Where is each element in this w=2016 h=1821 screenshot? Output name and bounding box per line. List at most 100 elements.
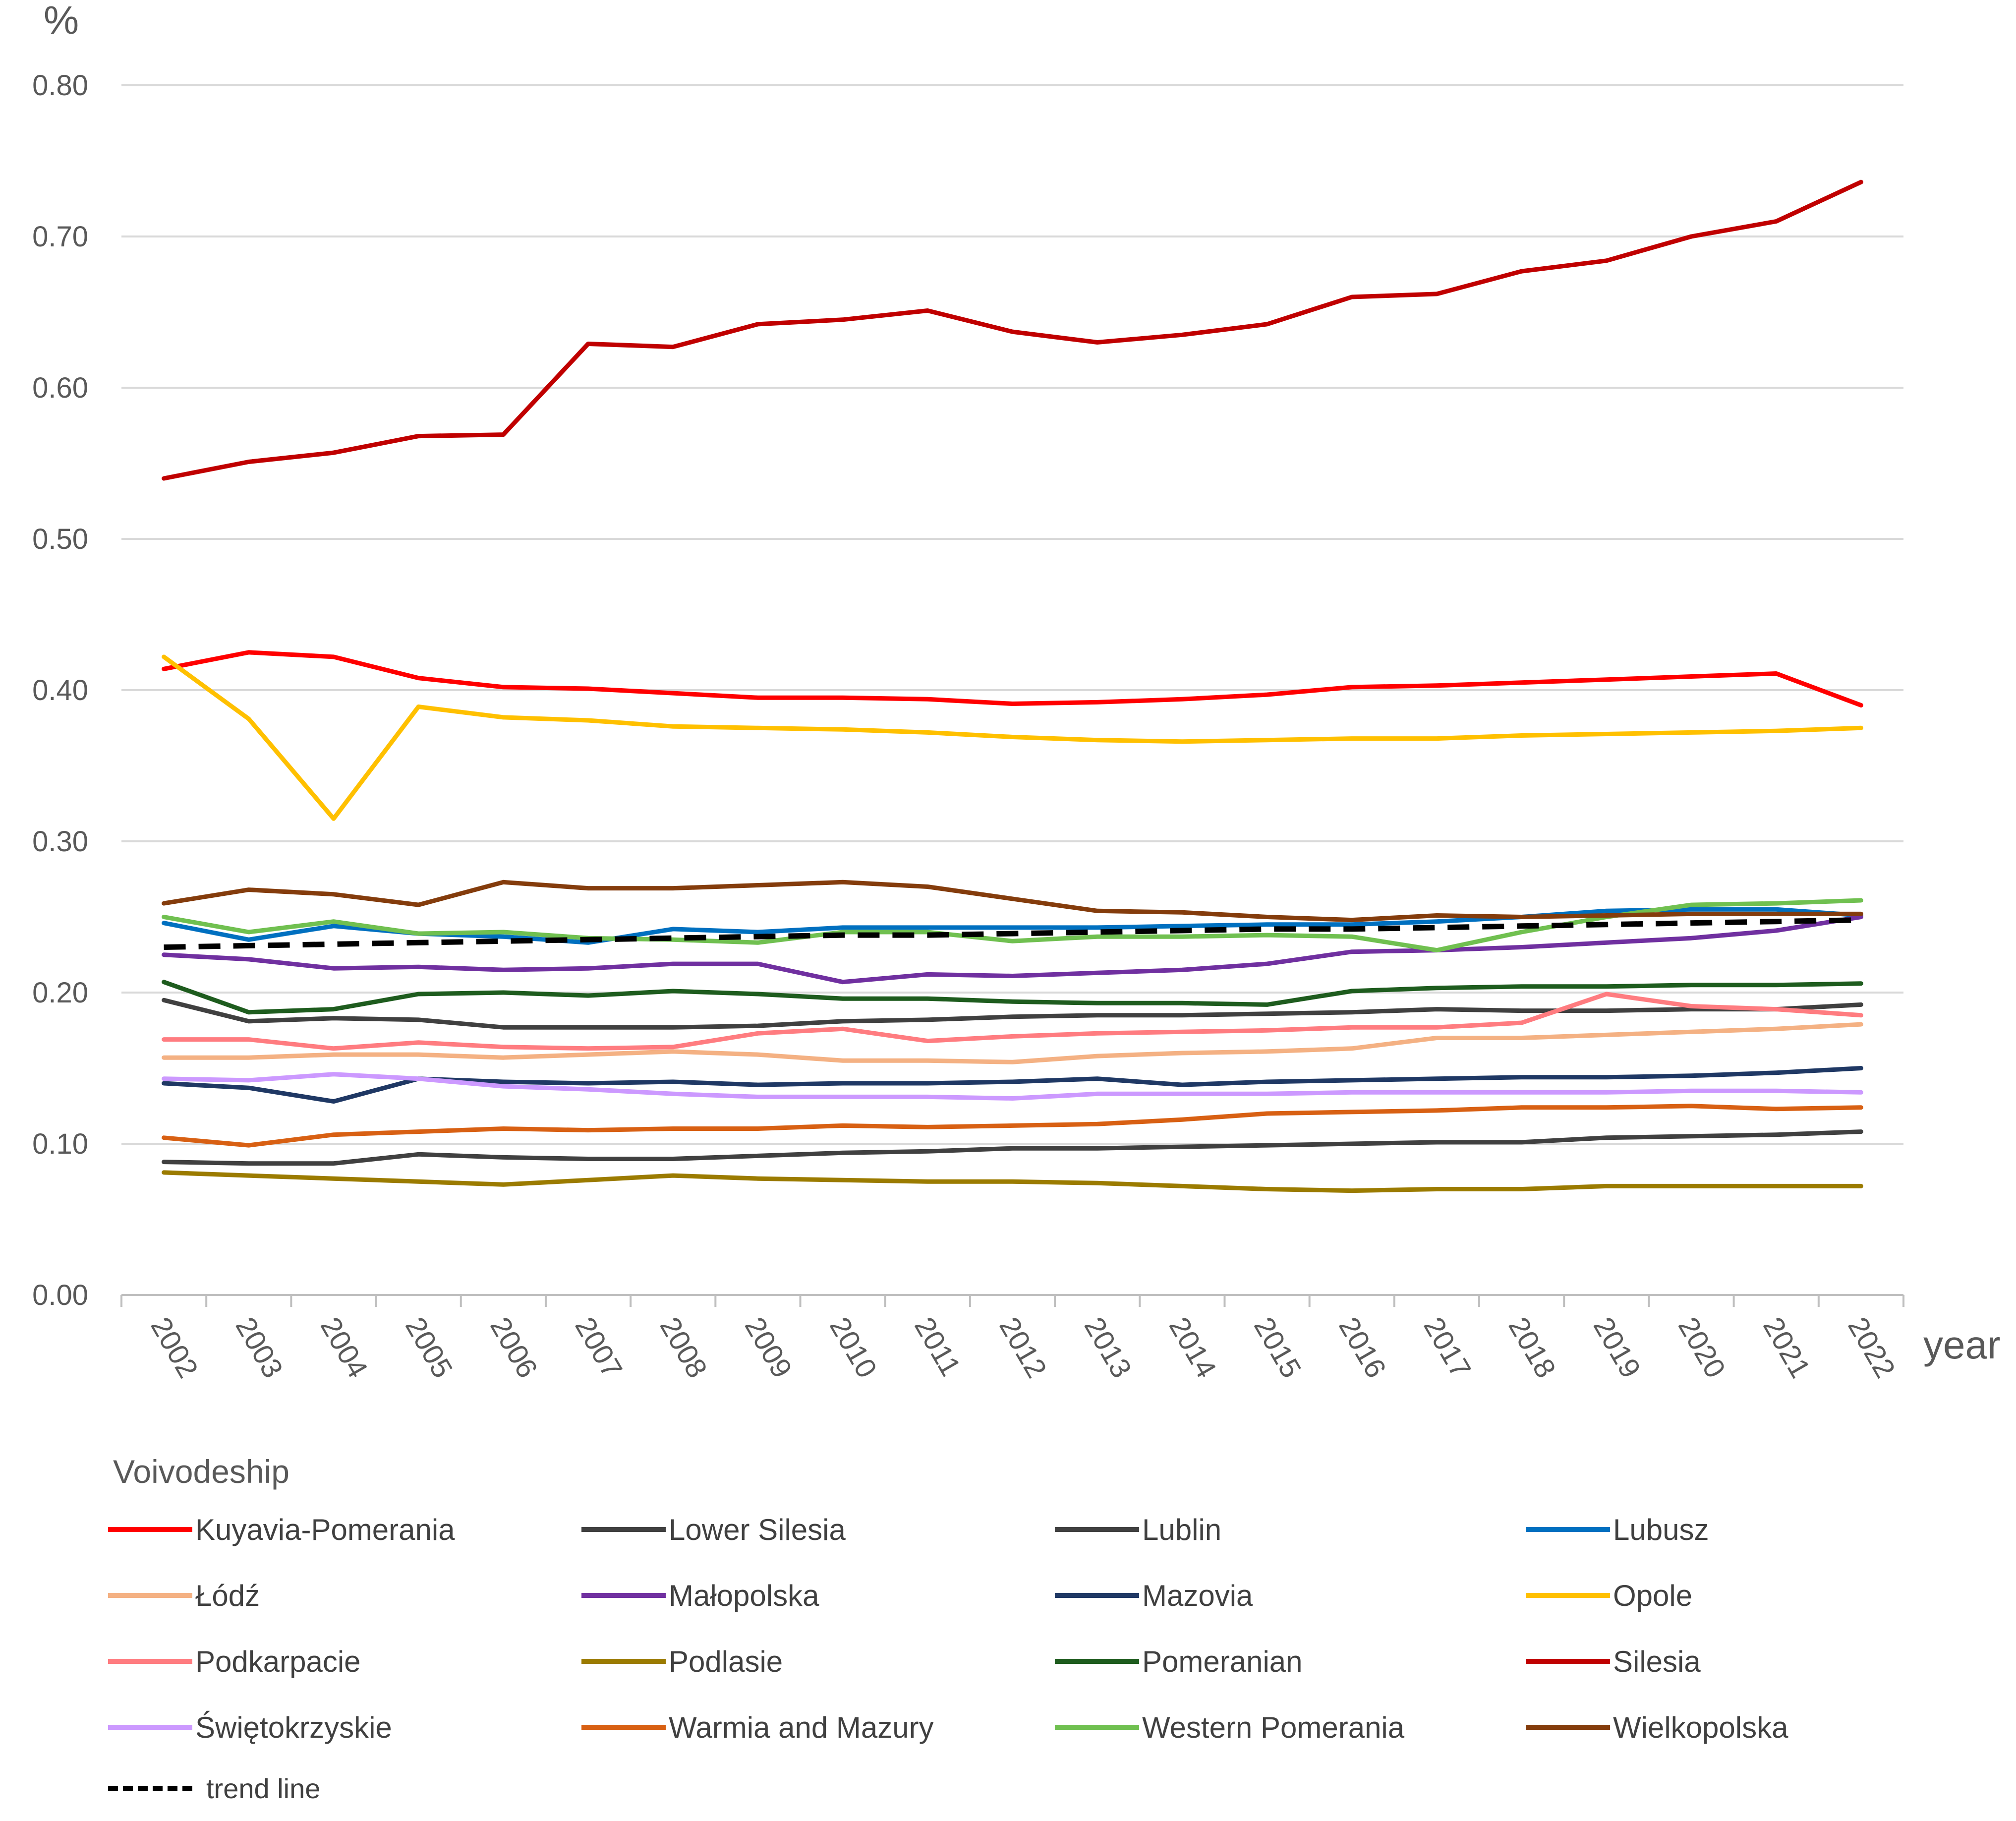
legend-swatch xyxy=(1055,1527,1139,1532)
x-tick-label: 2006 xyxy=(484,1312,544,1383)
x-tick-label: 2022 xyxy=(1842,1312,1901,1383)
legend-label: trend line xyxy=(206,1772,321,1804)
legend-item: Kuyavia-Pomerania xyxy=(108,1512,455,1547)
y-tick-label: 0.70 xyxy=(32,221,88,253)
series-line-wielkopolska xyxy=(162,880,1863,923)
line-chart: 0.00 0.10 0.20 0.30 0.40 0.50 0.60 0.70 0.80 200… xyxy=(32,0,2001,1383)
series-line-silesia xyxy=(162,179,1863,481)
legend-item: Warmia and Mazury xyxy=(581,1710,934,1745)
x-tick-label: 2004 xyxy=(314,1312,374,1383)
legend-label: Western Pomerania xyxy=(1142,1710,1405,1744)
legend-swatch xyxy=(1055,1725,1139,1730)
x-axis: 2002 2003 2004 2005 2006 2007 2008 2009 2010 2011… xyxy=(120,1294,1904,1383)
legend-item: Podlasie xyxy=(581,1644,783,1679)
legend-item: Podkarpacie xyxy=(108,1644,361,1679)
x-tick-label: 2002 xyxy=(144,1312,204,1383)
y-tick-label: 0.50 xyxy=(32,523,88,555)
x-tick-label: 2007 xyxy=(569,1312,629,1383)
x-tick-label: 2016 xyxy=(1332,1312,1392,1383)
legend-label: Lower Silesia xyxy=(669,1513,846,1546)
x-tick-label: 2010 xyxy=(823,1312,883,1383)
legend-item: Świętokrzyskie xyxy=(108,1710,392,1745)
legend-item: trend line xyxy=(108,1771,320,1806)
y-axis-label: % xyxy=(44,0,79,42)
legend-label: Pomeranian xyxy=(1142,1645,1303,1678)
x-tick-label: 2008 xyxy=(653,1312,713,1383)
series-line-pomeranian xyxy=(162,980,1863,1015)
y-tick-label: 0.30 xyxy=(32,825,88,858)
legend-item: Łódź xyxy=(108,1578,260,1613)
legend-swatch xyxy=(108,1593,192,1598)
x-tick-label: 2017 xyxy=(1417,1312,1477,1383)
series-line--d- xyxy=(162,1022,1863,1064)
legend-label: Świętokrzyskie xyxy=(195,1710,392,1744)
series-line-western-pomerania xyxy=(162,898,1863,953)
legend-swatch xyxy=(1055,1593,1139,1598)
legend-label: Podkarpacie xyxy=(195,1645,361,1678)
legend-swatch xyxy=(108,1527,192,1532)
legend-item: Małopolska xyxy=(581,1578,819,1613)
y-tick-label: 0.00 xyxy=(32,1279,88,1311)
legend-label: Lublin xyxy=(1142,1513,1222,1546)
x-tick-label: 2018 xyxy=(1502,1312,1562,1383)
legend-label: Kuyavia-Pomerania xyxy=(195,1513,455,1546)
legend-item: Mazovia xyxy=(1055,1578,1253,1613)
x-axis-label: year xyxy=(1923,1323,2001,1367)
legend-label: Wielkopolska xyxy=(1613,1710,1788,1744)
legend-swatch xyxy=(1055,1659,1139,1664)
legend-item: Wielkopolska xyxy=(1526,1710,1788,1745)
legend-item: Opole xyxy=(1526,1578,1692,1613)
legend-swatch xyxy=(581,1527,666,1532)
x-tick-label: 2012 xyxy=(993,1312,1053,1383)
legend-label: Łódź xyxy=(195,1579,260,1612)
legend-label: Warmia and Mazury xyxy=(669,1710,934,1744)
series-lines xyxy=(162,179,1863,1193)
legend-swatch xyxy=(1526,1725,1610,1730)
y-tick-label: 0.20 xyxy=(32,977,88,1009)
series-line-ma-opolska xyxy=(162,915,1863,985)
legend-swatch xyxy=(1526,1527,1610,1532)
legend-title: Voivodeship xyxy=(113,1453,289,1490)
legend-label: Podlasie xyxy=(669,1645,783,1678)
legend-label: Lubusz xyxy=(1613,1513,1709,1546)
y-axis-ticks: 0.00 0.10 0.20 0.30 0.40 0.50 0.60 0.70 0.80 xyxy=(32,69,88,1311)
legend-item: Pomeranian xyxy=(1055,1644,1303,1679)
legend-label: Silesia xyxy=(1613,1645,1701,1678)
x-tick-label: 2013 xyxy=(1078,1312,1138,1383)
series-line-podlasie xyxy=(162,1170,1863,1193)
series-line-lower-silesia xyxy=(162,998,1863,1030)
legend-item: Silesia xyxy=(1526,1644,1701,1679)
series-line-opole xyxy=(162,654,1863,821)
x-tick-label: 2020 xyxy=(1672,1312,1732,1383)
series-line-lublin xyxy=(162,1129,1863,1166)
legend-item: Western Pomerania xyxy=(1055,1710,1404,1745)
x-tick-label: 2009 xyxy=(739,1312,799,1383)
legend-swatch xyxy=(108,1725,192,1730)
legend-swatch xyxy=(581,1659,666,1664)
x-tick-label: 2005 xyxy=(399,1312,459,1383)
legend-swatch xyxy=(108,1786,192,1791)
x-tick-label: 2011 xyxy=(908,1312,967,1382)
series-line-warmia-and-mazury xyxy=(162,1104,1863,1148)
y-tick-label: 0.10 xyxy=(32,1128,88,1160)
x-tick-label: 2015 xyxy=(1248,1312,1308,1383)
legend-item: Lubusz xyxy=(1526,1512,1709,1547)
x-tick-label: 2021 xyxy=(1757,1312,1817,1383)
series-line--wi-tokrzyskie xyxy=(162,1072,1863,1101)
series-line-kuyavia-pomerania xyxy=(162,650,1863,707)
legend-swatch xyxy=(581,1725,666,1730)
x-tick-label: 2003 xyxy=(230,1312,289,1383)
legend-swatch xyxy=(581,1593,666,1598)
legend-swatch xyxy=(108,1659,192,1664)
legend-item: Lower Silesia xyxy=(581,1512,846,1547)
x-tick-label: 2019 xyxy=(1587,1312,1647,1383)
y-tick-label: 0.60 xyxy=(32,372,88,404)
legend-label: Małopolska xyxy=(669,1579,819,1612)
series-line-podkarpacie xyxy=(162,992,1863,1051)
y-tick-label: 0.80 xyxy=(32,69,88,102)
legend-item: Lublin xyxy=(1055,1512,1221,1547)
legend-swatch xyxy=(1526,1659,1610,1664)
legend-label: Opole xyxy=(1613,1579,1693,1612)
y-tick-label: 0.40 xyxy=(32,674,88,706)
x-tick-label: 2014 xyxy=(1163,1312,1223,1383)
